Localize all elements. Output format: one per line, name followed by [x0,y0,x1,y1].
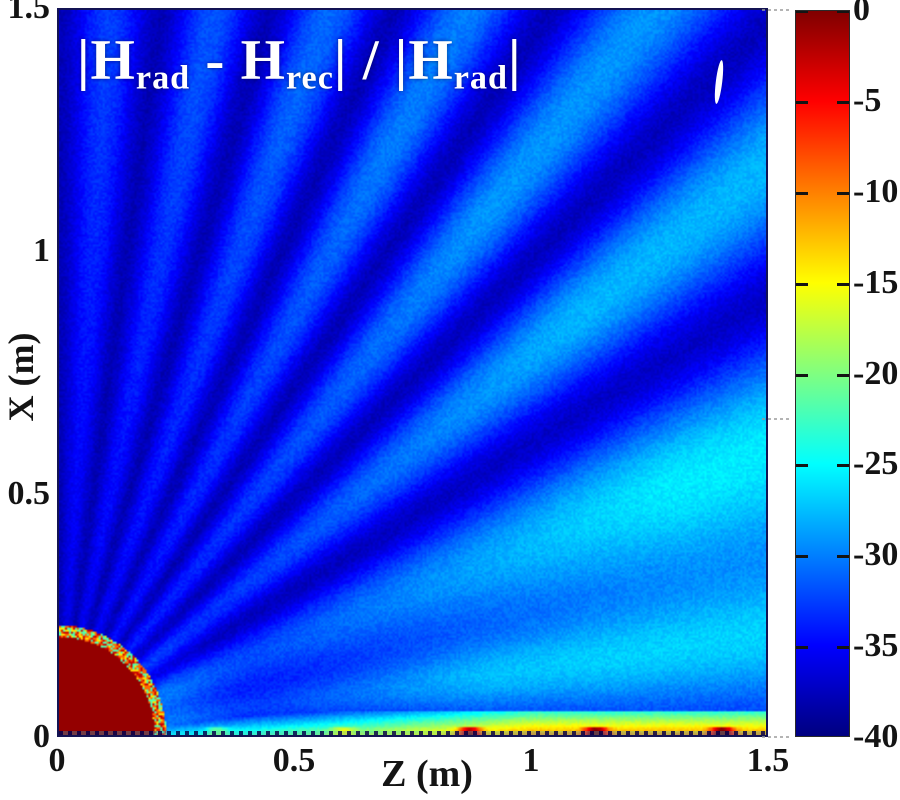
colorbar-tick-label: -15 [853,263,899,301]
colorbar-tick-mark [837,282,849,286]
colorbar [795,10,850,737]
colorbar-tick-mark [796,373,808,377]
colorbar-tick-mark [837,373,849,377]
colorbar-tick-label: -25 [853,445,899,483]
y-axis-label: X (m) [1,332,41,422]
stray-dotted-mark [762,736,792,738]
colorbar-tick-label: -10 [853,172,899,210]
stray-dotted-mark [762,417,792,420]
colorbar-tick-label: -20 [853,354,899,392]
title-text: | / |H [333,29,454,92]
colorbar-tick-mark [837,555,849,559]
white-sliver-artifact [714,60,724,104]
heatmap-plot: |Hrad - Hrec| / |Hrad| [57,8,768,737]
title-subscript: rad [135,59,191,97]
colorbar-tick-mark [796,646,808,650]
y-tick-label: 1 [33,232,50,269]
stray-dotted-mark [762,9,792,11]
y-tick-label: 1.5 [7,0,51,26]
x-tick-label: 0.5 [272,742,316,779]
title-text: |H [77,29,136,92]
x-tick-label: 1.5 [746,742,790,779]
colorbar-tick-mark [837,191,849,195]
colorbar-tick-mark [796,191,808,195]
x-tick-label: 1 [522,742,540,779]
colorbar-tick-mark [796,282,808,286]
colorbar-tick-mark [837,646,849,650]
title-subscript: rad [453,59,508,97]
colorbar-tick-mark [796,555,808,559]
x-tick-label: 0 [48,742,66,779]
bottom-axis-dotted-line [59,731,766,735]
colorbar-tick-label: 0 [853,0,870,28]
colorbar-tick-mark [796,464,808,468]
title-text: | [507,29,522,92]
colorbar-tick-label: -35 [853,627,899,665]
colorbar-tick-label: -40 [853,718,899,755]
plot-title: |Hrad - Hrec| / |Hrad| [77,29,522,97]
colorbar-tick-mark [837,100,849,104]
colorbar-tick-mark [796,11,808,13]
colorbar-tick-mark [837,464,849,468]
title-text: - H [190,29,286,92]
colorbar-tick-label: -5 [853,81,882,119]
title-subscript: rec [286,59,334,97]
y-tick-label: 0 [33,718,50,755]
colorbar-tick-mark [796,100,808,104]
colorbar-tick-label: -30 [853,536,899,574]
heatmap-canvas [59,10,766,735]
x-axis-label: Z (m) [381,753,473,795]
colorbar-tick-mark [837,11,849,13]
y-tick-label: 0.5 [7,475,51,512]
